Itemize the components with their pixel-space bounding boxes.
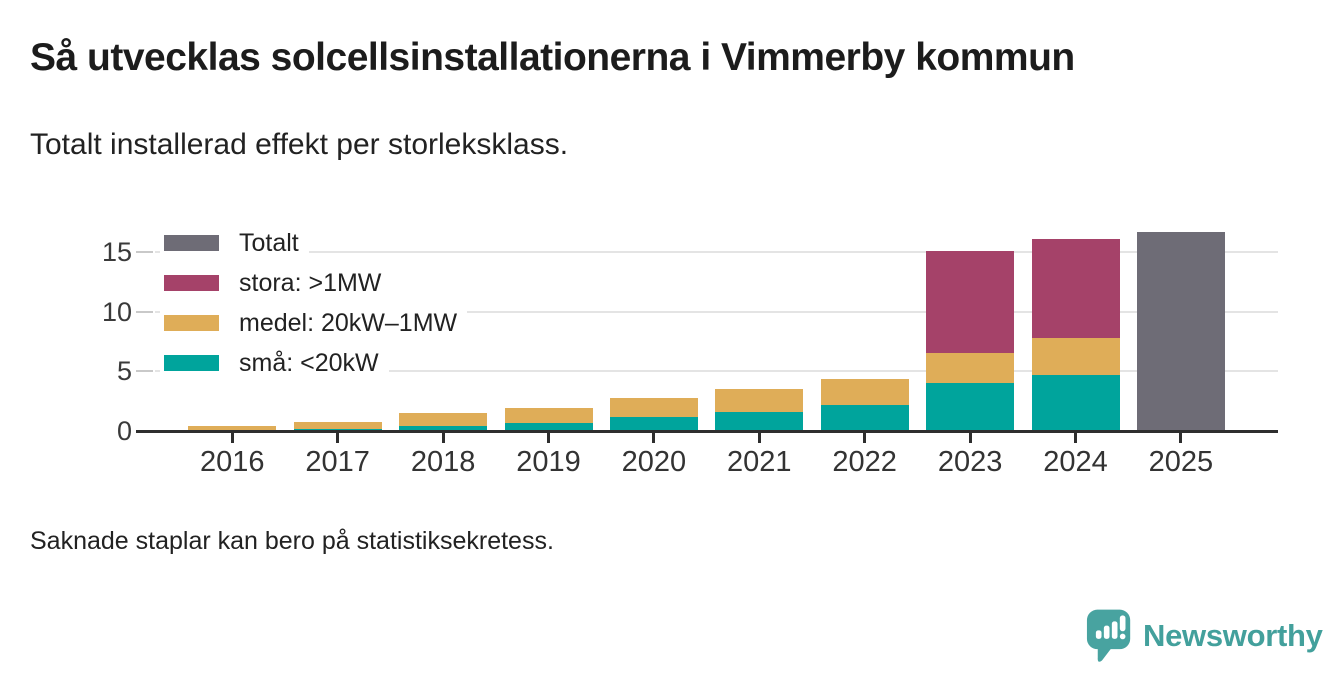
bar-segment-2020 xyxy=(609,416,698,431)
legend-swatch xyxy=(164,355,219,371)
bar-segment-2021 xyxy=(715,389,804,412)
y-axis-tick-label: 5 xyxy=(116,356,132,387)
y-gridline xyxy=(155,310,1278,313)
bar-segment-2017 xyxy=(293,422,382,429)
y-tick-dash xyxy=(136,370,153,373)
x-axis-tick-label: 2025 xyxy=(1148,446,1214,478)
x-axis-tick-label: 2021 xyxy=(727,446,792,478)
bar-segment-2018 xyxy=(399,425,488,431)
y-gridline xyxy=(155,251,1278,254)
newsworthy-logo: Newsworthy xyxy=(1086,608,1323,664)
x-axis-tick-label: 2017 xyxy=(305,446,370,478)
x-axis-tick-label: 2020 xyxy=(621,446,687,478)
bar-segment-2024 xyxy=(1031,238,1120,338)
bar-segment-2023 xyxy=(926,250,1015,354)
bar-segment-2020 xyxy=(609,397,698,417)
legend-label: små: <20kW xyxy=(239,348,379,377)
legend-item: medel: 20kW–1MW xyxy=(160,307,468,339)
bar-segment-2019 xyxy=(504,422,593,431)
x-axis-tick-label: 2023 xyxy=(937,446,1003,478)
legend-item: Totalt xyxy=(160,227,309,259)
legend-swatch xyxy=(164,275,219,291)
footnote: Saknade staplar kan bero på statistiksek… xyxy=(30,527,554,555)
y-tick-dash xyxy=(136,251,153,254)
x-tick xyxy=(863,432,867,443)
y-tick-dash xyxy=(136,310,153,313)
legend-label: stora: >1MW xyxy=(239,268,382,297)
legend-label: Totalt xyxy=(239,228,299,257)
bar-segment-2021 xyxy=(715,411,804,431)
bar-segment-2019 xyxy=(504,408,593,423)
x-tick xyxy=(547,432,550,443)
legend-swatch xyxy=(164,315,219,331)
x-axis-tick-label: 2024 xyxy=(1043,446,1108,478)
newsworthy-bubble-icon xyxy=(1086,609,1131,662)
legend-label: medel: 20kW–1MW xyxy=(239,308,458,337)
page-subtitle: Totalt installerad effekt per storlekskl… xyxy=(30,128,569,161)
bar-segment-2023 xyxy=(926,353,1015,384)
newsworthy-wordmark: Newsworthy xyxy=(1143,618,1323,653)
legend-swatch xyxy=(164,235,219,251)
page-title: Så utvecklas solcellsinstallationerna i … xyxy=(30,36,1075,79)
y-axis-tick-label: 10 xyxy=(101,296,132,327)
legend-item: små: <20kW xyxy=(160,347,389,379)
x-axis-tick-label: 2016 xyxy=(200,446,265,478)
x-tick xyxy=(230,432,234,443)
bar-segment-2022 xyxy=(820,404,909,431)
bar-segment-2024 xyxy=(1031,337,1120,375)
x-axis-tick-label: 2019 xyxy=(516,446,581,478)
bar-segment-2025 xyxy=(1136,231,1225,431)
x-tick xyxy=(336,432,340,443)
y-axis-tick-label: 0 xyxy=(116,416,132,446)
x-tick xyxy=(968,432,972,443)
x-tick xyxy=(1179,432,1183,443)
x-tick xyxy=(757,432,761,443)
y-axis-tick-label: 15 xyxy=(101,237,132,268)
x-axis-tick-label: 2018 xyxy=(410,446,476,478)
x-tick xyxy=(652,432,656,443)
x-axis-line xyxy=(136,429,1278,433)
x-tick xyxy=(441,432,445,443)
bar-segment-2024 xyxy=(1031,374,1120,431)
y-gridline xyxy=(155,370,1278,373)
x-tick xyxy=(1074,432,1077,443)
bar-segment-2016 xyxy=(188,425,277,430)
bar-segment-2018 xyxy=(399,413,488,426)
bar-segment-2023 xyxy=(926,383,1015,431)
x-axis-tick-label: 2022 xyxy=(832,446,897,478)
legend-item: stora: >1MW xyxy=(160,267,392,299)
bar-segment-2022 xyxy=(820,378,909,405)
